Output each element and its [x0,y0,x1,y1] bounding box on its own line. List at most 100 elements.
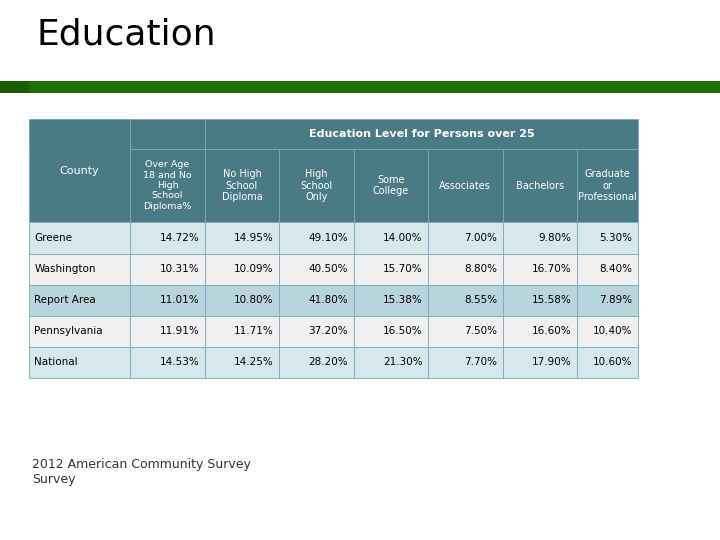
Text: 7.00%: 7.00% [464,233,497,243]
Text: 10.31%: 10.31% [160,264,199,274]
Text: 49.10%: 49.10% [309,233,348,243]
FancyBboxPatch shape [130,285,204,316]
Text: Washington: Washington [35,264,96,274]
Text: 15.58%: 15.58% [532,295,572,305]
FancyBboxPatch shape [577,254,638,285]
Text: 8.55%: 8.55% [464,295,497,305]
FancyBboxPatch shape [204,285,279,316]
Text: 9.80%: 9.80% [539,233,572,243]
FancyBboxPatch shape [428,222,503,254]
Text: 15.70%: 15.70% [383,264,423,274]
Text: Bachelors: Bachelors [516,180,564,191]
Text: Education: Education [36,17,215,51]
FancyBboxPatch shape [279,347,354,378]
Text: 37.20%: 37.20% [309,326,348,336]
FancyBboxPatch shape [428,254,503,285]
FancyBboxPatch shape [0,81,29,93]
Text: 2012 American Community Survey
Survey: 2012 American Community Survey Survey [32,458,251,486]
Text: 10.60%: 10.60% [593,357,632,367]
FancyBboxPatch shape [204,222,279,254]
FancyBboxPatch shape [503,285,577,316]
Text: No High
School
Diploma: No High School Diploma [222,169,262,202]
FancyBboxPatch shape [130,148,204,222]
FancyBboxPatch shape [577,347,638,378]
FancyBboxPatch shape [503,254,577,285]
Text: Graduate
or
Professional: Graduate or Professional [578,169,636,202]
Text: Some
College: Some College [373,175,409,197]
Text: 10.80%: 10.80% [234,295,274,305]
FancyBboxPatch shape [29,119,130,222]
FancyBboxPatch shape [503,222,577,254]
FancyBboxPatch shape [204,254,279,285]
FancyBboxPatch shape [428,148,503,222]
FancyBboxPatch shape [428,285,503,316]
Text: County: County [60,166,99,176]
FancyBboxPatch shape [204,316,279,347]
Text: 16.70%: 16.70% [532,264,572,274]
Text: High
School
Only: High School Only [300,169,333,202]
Text: 11.01%: 11.01% [160,295,199,305]
FancyBboxPatch shape [577,316,638,347]
FancyBboxPatch shape [577,285,638,316]
FancyBboxPatch shape [503,148,577,222]
Text: 8.40%: 8.40% [600,264,632,274]
FancyBboxPatch shape [130,316,204,347]
FancyBboxPatch shape [29,119,130,148]
FancyBboxPatch shape [279,148,354,222]
Text: Associates: Associates [439,180,491,191]
Text: 7.70%: 7.70% [464,357,497,367]
FancyBboxPatch shape [354,285,428,316]
Text: 14.25%: 14.25% [234,357,274,367]
Text: 40.50%: 40.50% [309,264,348,274]
Text: 21.30%: 21.30% [383,357,423,367]
FancyBboxPatch shape [29,347,130,378]
Text: 11.91%: 11.91% [160,326,199,336]
Text: 5.30%: 5.30% [600,233,632,243]
Text: 7.89%: 7.89% [599,295,632,305]
FancyBboxPatch shape [29,222,130,254]
FancyBboxPatch shape [130,222,204,254]
Text: 10.40%: 10.40% [593,326,632,336]
FancyBboxPatch shape [204,347,279,378]
FancyBboxPatch shape [354,222,428,254]
FancyBboxPatch shape [428,347,503,378]
Text: 10.09%: 10.09% [234,264,274,274]
FancyBboxPatch shape [130,347,204,378]
FancyBboxPatch shape [279,222,354,254]
FancyBboxPatch shape [577,222,638,254]
Text: 16.50%: 16.50% [383,326,423,336]
Text: 11.71%: 11.71% [234,326,274,336]
Text: Pennsylvania: Pennsylvania [35,326,103,336]
FancyBboxPatch shape [577,148,638,222]
FancyBboxPatch shape [279,316,354,347]
FancyBboxPatch shape [130,119,204,148]
FancyBboxPatch shape [354,148,428,222]
Text: 8.80%: 8.80% [464,264,497,274]
FancyBboxPatch shape [279,254,354,285]
FancyBboxPatch shape [29,285,130,316]
Text: 17.90%: 17.90% [532,357,572,367]
FancyBboxPatch shape [354,316,428,347]
FancyBboxPatch shape [204,148,279,222]
Text: 14.95%: 14.95% [234,233,274,243]
FancyBboxPatch shape [29,254,130,285]
Text: 15.38%: 15.38% [383,295,423,305]
Text: 14.72%: 14.72% [160,233,199,243]
FancyBboxPatch shape [354,347,428,378]
Text: Education Level for Persons over 25: Education Level for Persons over 25 [309,129,534,139]
Text: Greene: Greene [35,233,72,243]
FancyBboxPatch shape [503,347,577,378]
Text: 28.20%: 28.20% [309,357,348,367]
FancyBboxPatch shape [130,254,204,285]
Text: Over Age
18 and No
High
School
Diploma%: Over Age 18 and No High School Diploma% [143,160,192,211]
FancyBboxPatch shape [354,254,428,285]
Text: 14.53%: 14.53% [160,357,199,367]
Text: 14.00%: 14.00% [383,233,423,243]
Text: 41.80%: 41.80% [309,295,348,305]
FancyBboxPatch shape [204,119,638,148]
FancyBboxPatch shape [279,285,354,316]
Text: Report Area: Report Area [35,295,96,305]
FancyBboxPatch shape [503,316,577,347]
FancyBboxPatch shape [29,81,720,93]
Text: 7.50%: 7.50% [464,326,497,336]
